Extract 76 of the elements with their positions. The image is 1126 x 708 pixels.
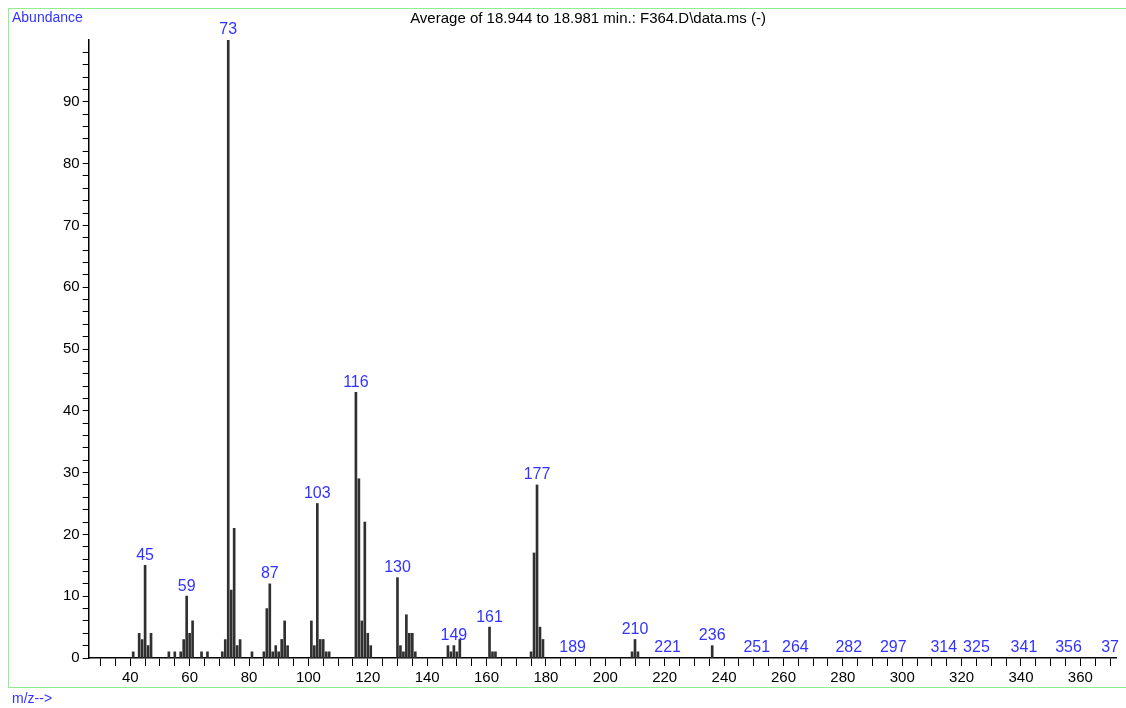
y-tick-label: 40 [63, 400, 80, 418]
annotation: 130 [384, 558, 411, 576]
y-tick-label: 90 [63, 91, 80, 109]
annotation: 210 [621, 619, 649, 637]
bar [206, 651, 209, 658]
annotation: 37 [1101, 638, 1120, 656]
annotation: 325 [963, 638, 990, 656]
annotation: 356 [1055, 638, 1082, 656]
x-tick-label: 180 [533, 668, 559, 686]
annotation: 251 [743, 638, 771, 656]
bar [363, 521, 367, 658]
x-tick-label: 80 [240, 668, 258, 686]
bar [315, 503, 319, 658]
x-axis-title: m/z--> [12, 689, 53, 706]
annotation: 45 [136, 545, 155, 563]
annotation: 73 [219, 20, 238, 38]
x-tick-label: 260 [770, 668, 796, 686]
x-tick-label: 200 [592, 668, 618, 686]
annotation: 177 [523, 465, 551, 483]
bar [458, 639, 462, 658]
bar [283, 620, 286, 658]
bar [710, 645, 714, 658]
annotation: 116 [343, 372, 369, 390]
bar [396, 577, 399, 658]
y-tick-label: 20 [63, 524, 80, 542]
bar [173, 651, 177, 658]
y-tick-label: 0 [71, 648, 80, 666]
y-tick-label: 70 [63, 215, 80, 233]
bar [410, 632, 414, 658]
x-tick-label: 280 [830, 668, 856, 686]
annotation: 161 [476, 607, 503, 625]
y-tick-label: 10 [63, 586, 80, 604]
y-tick-label: 60 [63, 277, 80, 295]
bar [321, 639, 325, 658]
bar [226, 40, 230, 658]
x-tick-label: 360 [1067, 668, 1093, 686]
x-tick-label: 160 [474, 668, 500, 686]
x-tick-label: 240 [711, 668, 737, 686]
x-tick-label: 220 [652, 668, 678, 686]
annotation: 282 [835, 638, 863, 656]
bar [405, 614, 408, 658]
annotation: 314 [930, 638, 958, 656]
x-tick-label: 100 [295, 668, 321, 686]
y-tick-label: 80 [63, 153, 80, 171]
y-tick-label: 50 [63, 339, 80, 357]
chart-title: Average of 18.944 to 18.981 min.: F364.D\data.ms (-) [410, 9, 766, 27]
annotation: 236 [698, 626, 726, 644]
bar [274, 645, 278, 658]
bar [268, 583, 272, 658]
annotation: 87 [260, 564, 279, 582]
annotation: 149 [440, 626, 468, 644]
annotation: 341 [1010, 638, 1038, 656]
annotation: 264 [781, 638, 809, 656]
x-tick-label: 140 [414, 668, 440, 686]
x-tick-label: 60 [181, 668, 198, 686]
bar [200, 651, 203, 658]
annotation: 221 [654, 638, 682, 656]
bar [232, 527, 236, 658]
bar [191, 620, 194, 658]
bar [494, 651, 497, 658]
bar [327, 651, 331, 658]
x-tick-label: 340 [1008, 668, 1034, 686]
annotation: 59 [177, 576, 196, 594]
y-axis-title: Abundance [12, 8, 84, 25]
bar [310, 620, 313, 658]
annotation: 297 [879, 638, 907, 656]
annotation: 189 [559, 638, 587, 656]
x-tick-label: 120 [355, 668, 381, 686]
x-tick-label: 40 [121, 668, 139, 686]
x-tick-label: 300 [889, 668, 915, 686]
bar [131, 651, 135, 658]
y-tick-label: 30 [63, 462, 80, 480]
bar [488, 626, 491, 658]
x-tick-label: 320 [949, 668, 975, 686]
bar [185, 595, 188, 658]
annotation: 103 [303, 483, 331, 501]
